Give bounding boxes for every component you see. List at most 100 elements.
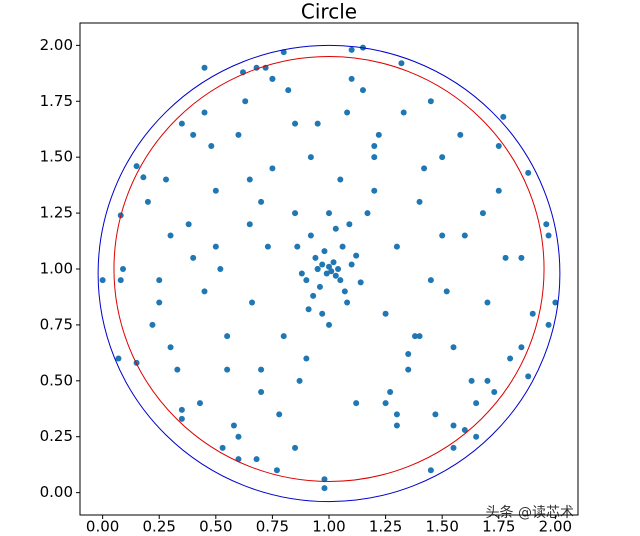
point [461, 427, 468, 434]
point [319, 261, 326, 268]
point [484, 377, 491, 384]
point [321, 476, 328, 483]
point [371, 154, 378, 161]
point [353, 252, 360, 259]
point [427, 98, 434, 105]
point [326, 321, 332, 328]
x-tick-label: 0.50 [199, 518, 232, 536]
point [326, 263, 332, 270]
point [330, 259, 337, 266]
point [167, 232, 174, 239]
point [269, 165, 276, 172]
point [332, 225, 339, 232]
point [292, 210, 299, 217]
point [249, 299, 256, 306]
point [285, 87, 292, 94]
point [337, 176, 344, 183]
point [321, 485, 328, 492]
y-tick-label: 1.00 [40, 260, 73, 278]
point [495, 143, 502, 149]
point [264, 243, 271, 250]
point [357, 279, 364, 286]
point [201, 288, 208, 295]
point [292, 444, 299, 451]
point [450, 422, 457, 429]
point [185, 221, 192, 228]
point [412, 333, 419, 340]
point [545, 232, 552, 239]
point [346, 221, 353, 228]
point [258, 198, 265, 205]
point [382, 310, 389, 317]
point [344, 299, 351, 306]
y-tick-label: 0.00 [40, 483, 73, 501]
point [163, 176, 170, 183]
point [473, 400, 480, 407]
point [371, 187, 378, 194]
point [543, 221, 550, 228]
point [491, 389, 498, 395]
point [461, 232, 468, 239]
point [217, 266, 224, 272]
point [393, 422, 400, 429]
point [314, 266, 321, 272]
point [298, 270, 305, 277]
point [393, 243, 400, 250]
point [348, 261, 355, 268]
point [529, 310, 536, 317]
point [280, 49, 287, 56]
y-tick-label: 1.25 [40, 204, 73, 222]
point [258, 389, 265, 395]
point [310, 292, 317, 299]
point [307, 232, 314, 239]
point [156, 277, 163, 284]
chart-title: Circle [301, 0, 357, 24]
point [117, 277, 124, 284]
point [212, 243, 219, 250]
reference-circle [113, 56, 545, 482]
point [518, 344, 525, 351]
point [518, 254, 525, 261]
point [507, 355, 514, 362]
x-tick-label: 1.25 [369, 518, 402, 536]
point [332, 272, 339, 279]
x-tick-label: 1.75 [482, 518, 515, 536]
x-tick-label: 0.75 [256, 518, 289, 536]
point [292, 120, 299, 127]
point [468, 377, 475, 384]
point [230, 422, 237, 429]
point [196, 400, 203, 407]
point [235, 131, 242, 138]
point [525, 373, 532, 380]
x-tick-label: 0.25 [143, 518, 176, 536]
point [242, 98, 249, 105]
point [359, 87, 366, 94]
point [393, 411, 400, 418]
x-tick-label: 1.50 [425, 518, 458, 536]
y-tick-label: 0.75 [40, 315, 73, 333]
point [149, 321, 156, 328]
point [273, 467, 280, 474]
point [178, 415, 185, 422]
point [190, 131, 197, 138]
point [144, 198, 151, 205]
point [156, 299, 163, 306]
point [387, 389, 394, 395]
point [178, 120, 185, 127]
point [405, 350, 412, 357]
y-tick-label: 0.50 [40, 371, 73, 389]
point [167, 344, 174, 351]
point [323, 270, 330, 277]
point [495, 187, 502, 194]
point [294, 243, 301, 250]
point [427, 277, 434, 284]
point [353, 400, 360, 407]
point [319, 310, 326, 317]
point [427, 467, 434, 474]
x-tick-label: 0.00 [86, 518, 119, 536]
point [326, 210, 332, 217]
point [208, 143, 215, 149]
point [280, 333, 287, 340]
point [484, 299, 491, 306]
